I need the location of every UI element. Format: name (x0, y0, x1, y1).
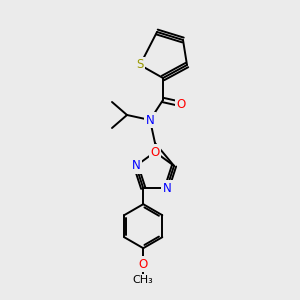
Text: O: O (176, 98, 186, 110)
Text: N: N (146, 113, 154, 127)
Text: O: O (139, 258, 148, 271)
Text: S: S (136, 58, 144, 71)
Text: N: N (132, 159, 140, 172)
Text: O: O (150, 146, 160, 158)
Text: CH₃: CH₃ (133, 275, 154, 285)
Text: N: N (162, 182, 171, 195)
